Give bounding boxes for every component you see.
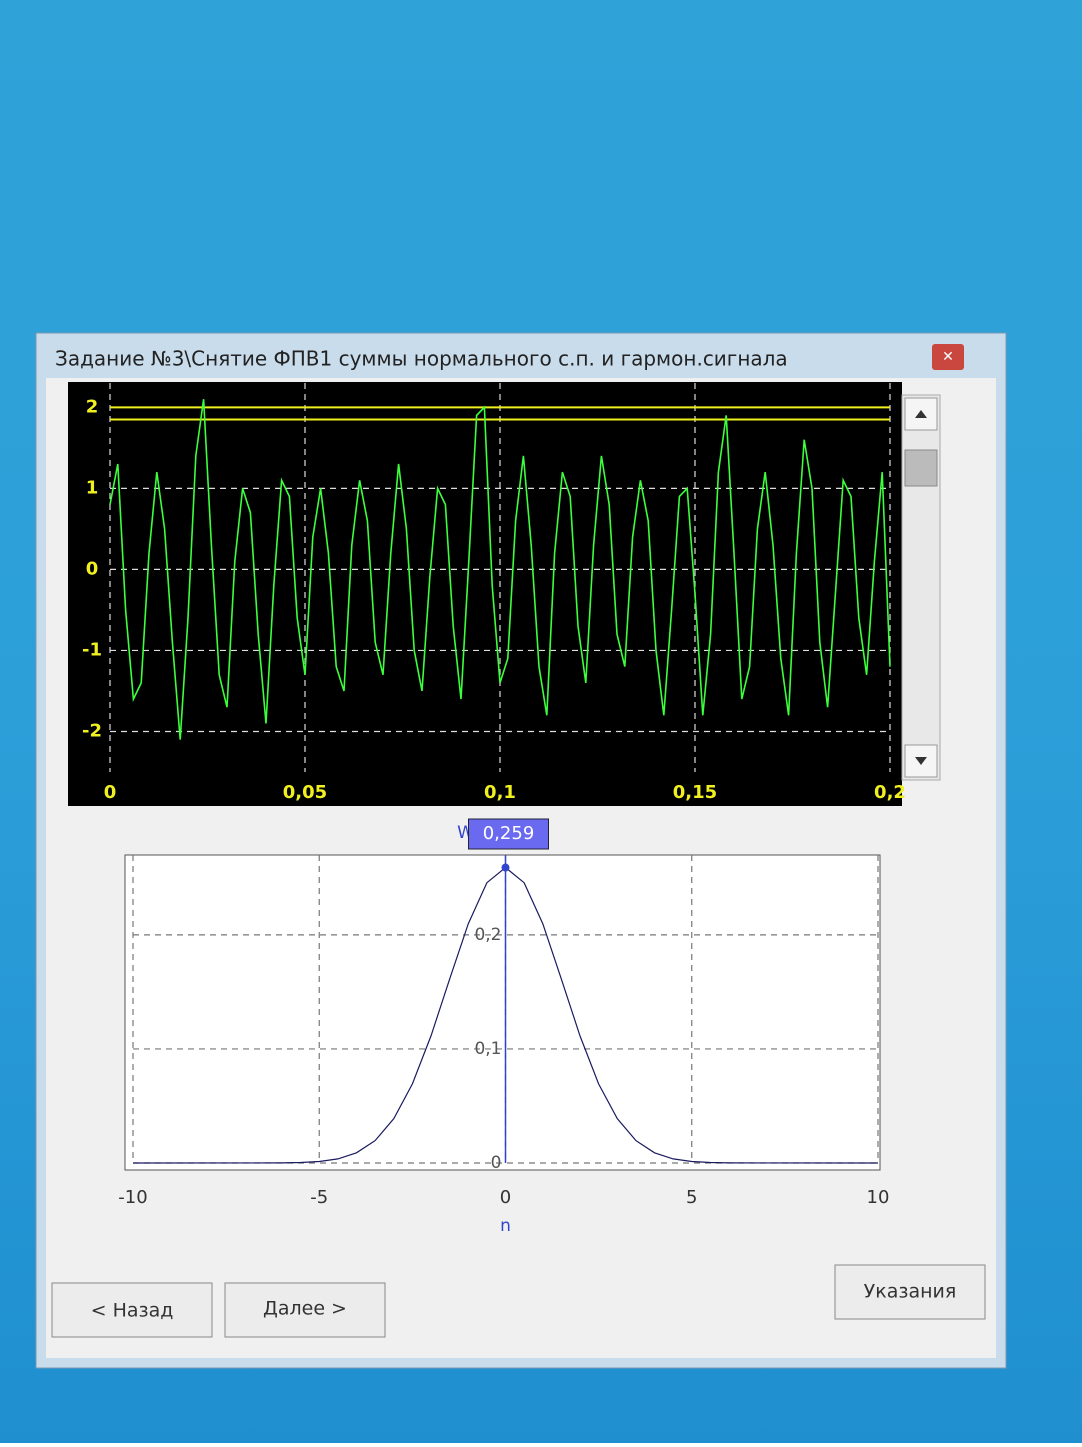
x-tick-label: 0,15 xyxy=(673,782,717,803)
help-button[interactable]: Указания xyxy=(834,1264,986,1320)
x-tick-label: 0,1 xyxy=(484,782,516,803)
value-box xyxy=(468,818,549,850)
back-button[interactable]: < Назад xyxy=(51,1282,213,1338)
y-tick-label: -2 xyxy=(82,720,102,741)
window-title: Задание №3\Снятие ФПВ1 суммы нормального… xyxy=(55,347,788,371)
y-tick-label: 2 xyxy=(86,396,99,417)
pdf-panel xyxy=(124,854,881,1171)
y-tick-label: 0,2 xyxy=(474,925,501,945)
y-tick-label: 1 xyxy=(86,477,99,498)
help-label: Указания xyxy=(864,1281,957,1303)
plots: 210-1-20 0,05 0,1 0,15 0,200,10,2-10 -5 0 5 10W 0… xyxy=(82,383,906,1236)
x-tick-label: 5 xyxy=(686,1187,697,1208)
x-tick-label: -5 xyxy=(310,1187,328,1208)
value-label: 0,259 xyxy=(483,823,535,844)
arrow-up xyxy=(915,410,927,418)
series-line xyxy=(109,399,891,740)
x-tick-label: 0 xyxy=(500,1187,511,1208)
x-tick-label: 0,2 xyxy=(874,782,906,803)
close-button[interactable] xyxy=(932,344,964,370)
x-axis-label: n xyxy=(500,1216,511,1236)
x-tick-label: 10 xyxy=(867,1187,890,1208)
y-tick-label: 0 xyxy=(491,1153,502,1173)
peak-marker xyxy=(501,863,510,872)
next-button[interactable]: Далее > xyxy=(224,1282,386,1338)
back-label: < Назад xyxy=(91,1300,174,1322)
next-label: Далее > xyxy=(263,1298,347,1320)
x-tick-label: -10 xyxy=(118,1187,147,1208)
x-tick-label: 0,05 xyxy=(283,782,327,803)
y-tick-label: -1 xyxy=(82,639,102,660)
y-tick-label: 0 xyxy=(86,558,99,579)
y-tick-label: 0,1 xyxy=(474,1039,501,1059)
arrow-down xyxy=(915,757,927,765)
close-icon: ✕ xyxy=(942,349,954,365)
x-tick-label: 0 xyxy=(104,782,117,803)
scroll-thumb[interactable] xyxy=(904,449,938,487)
